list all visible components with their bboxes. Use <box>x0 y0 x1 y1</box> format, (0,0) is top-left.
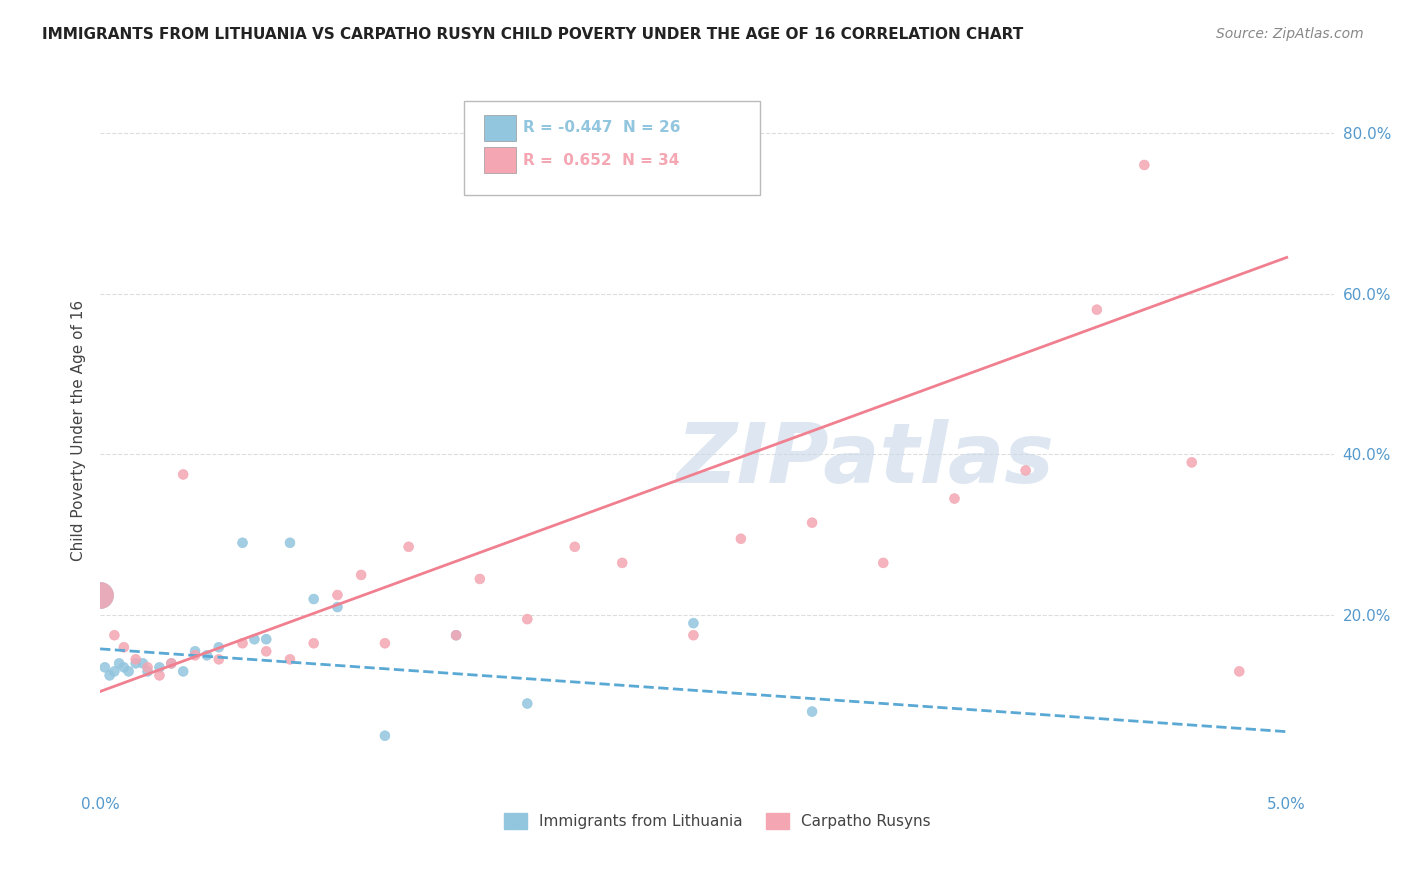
Text: R = -0.447  N = 26: R = -0.447 N = 26 <box>523 120 681 136</box>
Point <box>302 592 325 607</box>
Text: R =  0.652  N = 34: R = 0.652 N = 34 <box>523 153 679 168</box>
Point <box>254 632 277 647</box>
Point <box>564 540 586 554</box>
Point <box>326 588 349 602</box>
Point <box>208 652 231 666</box>
Point <box>398 540 420 554</box>
Point <box>132 657 155 671</box>
Legend: Immigrants from Lithuania, Carpatho Rusyns: Immigrants from Lithuania, Carpatho Rusy… <box>498 806 936 835</box>
Text: IMMIGRANTS FROM LITHUANIA VS CARPATHO RUSYN CHILD POVERTY UNDER THE AGE OF 16 CO: IMMIGRANTS FROM LITHUANIA VS CARPATHO RU… <box>42 27 1024 42</box>
Point <box>98 668 121 682</box>
Point <box>516 697 538 711</box>
Point <box>89 588 111 602</box>
Point <box>1133 158 1156 172</box>
Point <box>682 628 704 642</box>
Point <box>231 535 253 549</box>
Text: ZIPatlas: ZIPatlas <box>676 418 1054 500</box>
Point <box>801 705 824 719</box>
Point <box>89 588 111 602</box>
Point <box>444 628 467 642</box>
Point <box>350 568 373 582</box>
Point <box>208 640 231 655</box>
Point <box>125 652 148 666</box>
Point <box>1181 455 1204 469</box>
Point <box>326 600 349 615</box>
Point <box>184 648 207 663</box>
Point <box>254 644 277 658</box>
Point <box>516 612 538 626</box>
FancyBboxPatch shape <box>484 115 516 141</box>
Point <box>136 665 159 679</box>
Text: Source: ZipAtlas.com: Source: ZipAtlas.com <box>1216 27 1364 41</box>
Point <box>136 660 159 674</box>
Point <box>112 660 135 674</box>
Point <box>125 657 148 671</box>
Point <box>943 491 966 506</box>
Point <box>1014 463 1036 477</box>
Point <box>302 636 325 650</box>
Point <box>444 628 467 642</box>
Point <box>94 660 117 674</box>
Point <box>682 616 704 631</box>
Point <box>243 632 266 647</box>
Point <box>1085 302 1108 317</box>
Point <box>172 665 194 679</box>
FancyBboxPatch shape <box>464 101 761 195</box>
Point <box>195 648 218 663</box>
Point <box>374 636 396 650</box>
Point <box>148 668 170 682</box>
Point <box>278 535 301 549</box>
Point <box>172 467 194 482</box>
Point <box>730 532 752 546</box>
Point <box>1227 665 1250 679</box>
Y-axis label: Child Poverty Under the Age of 16: Child Poverty Under the Age of 16 <box>72 300 86 561</box>
Point <box>278 652 301 666</box>
Point <box>117 665 139 679</box>
Point <box>160 657 183 671</box>
Point <box>184 644 207 658</box>
Point <box>148 660 170 674</box>
Point <box>872 556 894 570</box>
FancyBboxPatch shape <box>484 147 516 173</box>
Point <box>468 572 491 586</box>
Point <box>231 636 253 650</box>
Point <box>374 729 396 743</box>
Point <box>108 657 131 671</box>
Point <box>801 516 824 530</box>
Point <box>612 556 634 570</box>
Point <box>112 640 135 655</box>
Point <box>160 657 183 671</box>
Point <box>103 628 125 642</box>
Point <box>103 665 125 679</box>
